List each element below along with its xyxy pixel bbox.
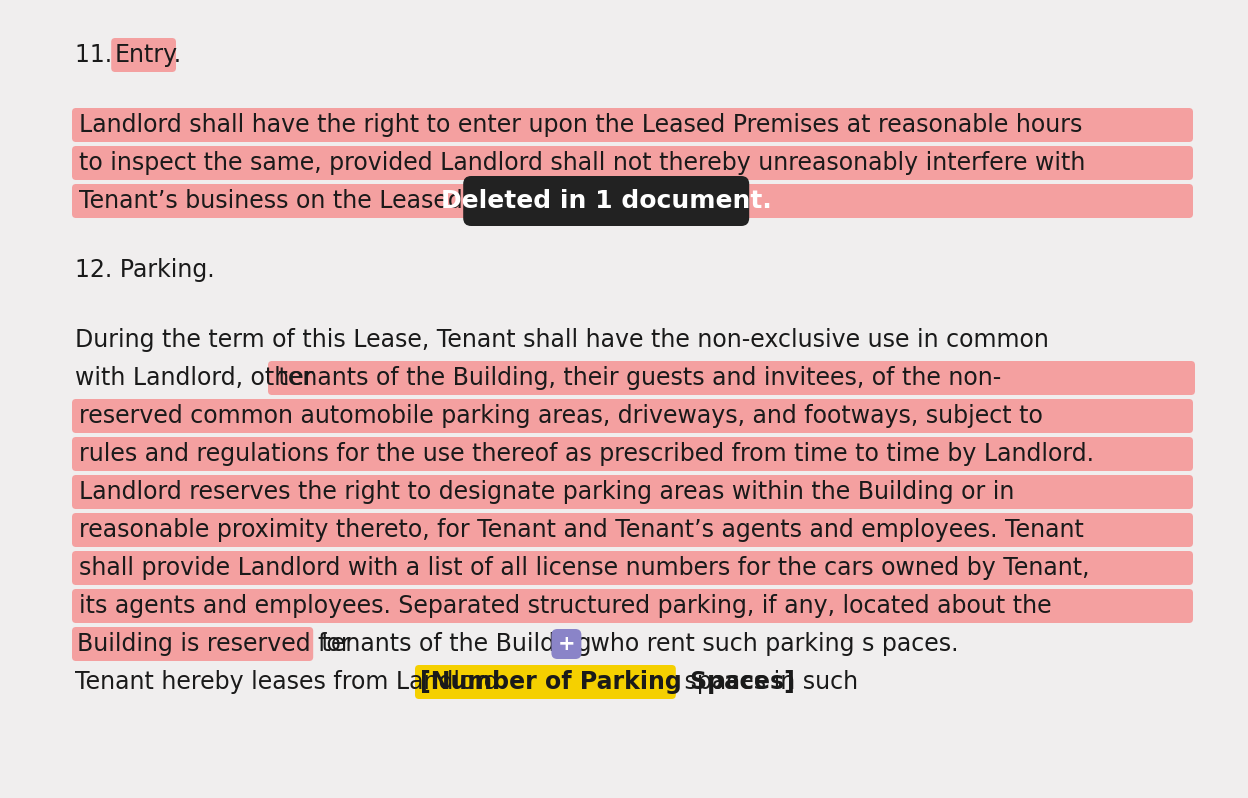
Text: rules and regulations for the use thereof as prescribed from time to time by Lan: rules and regulations for the use thereo… bbox=[79, 442, 1094, 466]
Text: tenants of the Building, their guests and invitees, of the non-: tenants of the Building, their guests an… bbox=[271, 366, 1001, 390]
FancyBboxPatch shape bbox=[72, 437, 1193, 471]
Text: Entry.: Entry. bbox=[115, 43, 181, 67]
FancyBboxPatch shape bbox=[72, 513, 1193, 547]
FancyBboxPatch shape bbox=[72, 475, 1193, 509]
Text: who rent such parking s paces.: who rent such parking s paces. bbox=[583, 632, 958, 656]
Text: reserved common automobile parking areas, driveways, and footways, subject to: reserved common automobile parking areas… bbox=[79, 404, 1043, 428]
FancyBboxPatch shape bbox=[72, 399, 1193, 433]
Text: Building is reserved for: Building is reserved for bbox=[77, 632, 351, 656]
Text: Landlord reserves the right to designate parking areas within the Building or in: Landlord reserves the right to designate… bbox=[79, 480, 1015, 504]
FancyBboxPatch shape bbox=[463, 176, 749, 226]
FancyBboxPatch shape bbox=[72, 589, 1193, 623]
FancyBboxPatch shape bbox=[72, 551, 1193, 585]
FancyBboxPatch shape bbox=[552, 629, 582, 659]
Text: Tenant hereby leases from Landlord: Tenant hereby leases from Landlord bbox=[75, 670, 507, 694]
FancyBboxPatch shape bbox=[268, 361, 1196, 395]
FancyBboxPatch shape bbox=[416, 665, 676, 699]
Text: reasonable proximity thereto, for Tenant and Tenant’s agents and employees. Tena: reasonable proximity thereto, for Tenant… bbox=[79, 518, 1083, 542]
Text: Landlord shall have the right to enter upon the Leased Premises at reasonable ho: Landlord shall have the right to enter u… bbox=[79, 113, 1082, 137]
FancyBboxPatch shape bbox=[72, 627, 313, 661]
FancyBboxPatch shape bbox=[72, 146, 1193, 180]
Text: During the term of this Lease, Tenant shall have the non-exclusive use in common: During the term of this Lease, Tenant sh… bbox=[75, 328, 1048, 352]
FancyBboxPatch shape bbox=[72, 184, 1193, 218]
Text: +: + bbox=[558, 634, 575, 654]
Text: 11.: 11. bbox=[75, 43, 120, 67]
Text: 12. Parking.: 12. Parking. bbox=[75, 258, 215, 282]
Text: tenants of the Building: tenants of the Building bbox=[314, 632, 592, 656]
Text: [Number of Parking Spaces]: [Number of Parking Spaces] bbox=[421, 670, 795, 694]
Text: shall provide Landlord with a list of all license numbers for the cars owned by : shall provide Landlord with a list of al… bbox=[79, 556, 1090, 580]
Text: Deleted in 1 document.: Deleted in 1 document. bbox=[441, 189, 771, 213]
Text: with Landlord, other: with Landlord, other bbox=[75, 366, 313, 390]
FancyBboxPatch shape bbox=[111, 38, 176, 72]
Text: spaces in such: spaces in such bbox=[676, 670, 857, 694]
Text: its agents and employees. Separated structured parking, if any, located about th: its agents and employees. Separated stru… bbox=[79, 594, 1052, 618]
Text: to inspect the same, provided Landlord shall not thereby unreasonably interfere : to inspect the same, provided Landlord s… bbox=[79, 151, 1086, 175]
FancyBboxPatch shape bbox=[72, 108, 1193, 142]
Text: Tenant’s business on the Leased Premise: Tenant’s business on the Leased Premise bbox=[79, 189, 564, 213]
